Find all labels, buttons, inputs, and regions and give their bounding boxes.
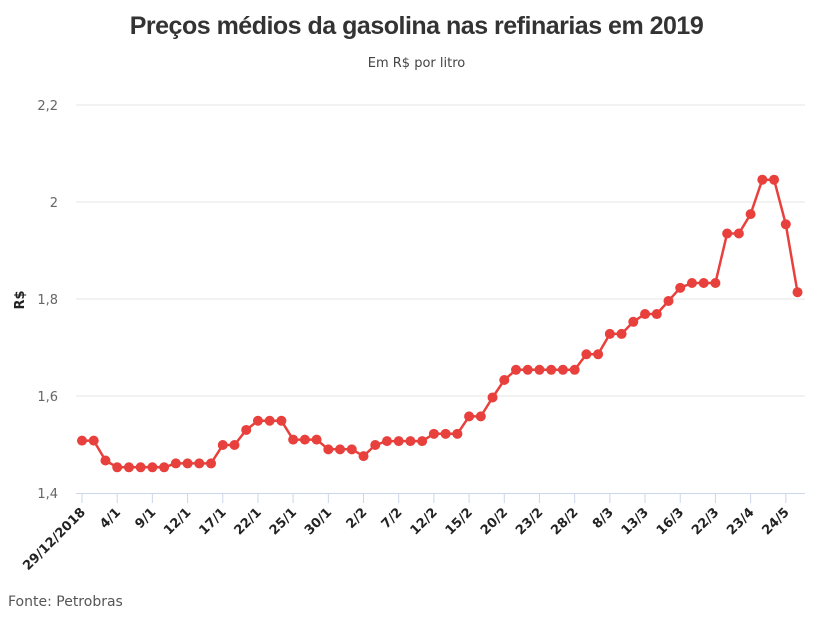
series-line-path: [82, 178, 799, 469]
x-tick-label: 16/3: [654, 505, 687, 538]
data-point[interactable]: [452, 428, 463, 439]
x-tick-label: 29/12/2018: [20, 505, 88, 573]
data-point[interactable]: [557, 364, 568, 375]
data-point[interactable]: [511, 364, 522, 375]
data-point[interactable]: [686, 277, 697, 288]
y-axis-ticks: 1,4 1,6 1,8 2 2,2: [37, 99, 58, 502]
data-point[interactable]: [88, 435, 99, 446]
data-point[interactable]: [604, 328, 615, 339]
x-tick-label: 25/1: [267, 505, 300, 538]
x-tick-label: 22/1: [232, 505, 265, 538]
data-point[interactable]: [499, 374, 510, 385]
data-point[interactable]: [769, 174, 780, 185]
x-tick-label: 17/1: [196, 505, 229, 538]
x-tick-label: 20/2: [478, 505, 511, 538]
data-point[interactable]: [135, 462, 146, 473]
x-tick-label: 15/2: [443, 505, 476, 538]
data-point[interactable]: [147, 462, 158, 473]
data-point[interactable]: [100, 455, 111, 466]
data-point[interactable]: [217, 439, 228, 450]
gridlines: [76, 104, 805, 397]
x-tick-label: 12/1: [161, 505, 194, 538]
data-point[interactable]: [475, 411, 486, 422]
x-tick-label: 22/3: [689, 505, 722, 538]
data-point[interactable]: [628, 316, 639, 327]
data-point[interactable]: [710, 277, 721, 288]
x-tick-label: 7/2: [379, 505, 406, 532]
data-point[interactable]: [323, 444, 334, 455]
x-tick-label: 4/1: [97, 505, 124, 532]
y-tick-label: 1,4: [37, 487, 58, 502]
data-point[interactable]: [311, 434, 322, 445]
data-point[interactable]: [370, 439, 381, 450]
data-point[interactable]: [241, 424, 252, 435]
data-point[interactable]: [77, 435, 87, 446]
x-tick-label: 9/1: [132, 505, 159, 532]
data-point[interactable]: [616, 328, 627, 339]
data-point[interactable]: [194, 458, 205, 469]
source-note: Fonte: Petrobras: [8, 594, 123, 610]
data-point[interactable]: [276, 415, 287, 426]
data-point[interactable]: [346, 444, 357, 455]
data-point[interactable]: [464, 411, 475, 422]
data-point[interactable]: [640, 309, 651, 320]
data-point[interactable]: [299, 434, 310, 445]
x-tick-label: 24/5: [759, 505, 792, 538]
y-tick-label: 2: [50, 196, 58, 211]
y-axis-label: R$: [13, 290, 28, 309]
x-tick-label: 13/3: [619, 505, 652, 538]
data-point[interactable]: [675, 282, 686, 293]
data-point[interactable]: [381, 436, 392, 447]
data-point[interactable]: [440, 428, 451, 439]
data-point[interactable]: [487, 392, 498, 403]
data-point[interactable]: [252, 415, 263, 426]
data-point[interactable]: [757, 174, 768, 185]
series-line: [82, 178, 799, 469]
x-tick-label: 12/2: [408, 505, 441, 538]
data-point[interactable]: [264, 415, 275, 426]
data-point[interactable]: [522, 364, 533, 375]
data-point[interactable]: [159, 462, 170, 473]
y-tick-label: 2,2: [37, 99, 58, 114]
series-points: [77, 174, 803, 473]
data-point[interactable]: [206, 458, 217, 469]
x-tick-label: 2/2: [344, 505, 371, 532]
y-tick-label: 1,6: [37, 390, 58, 405]
data-point[interactable]: [593, 349, 604, 360]
data-point[interactable]: [569, 364, 580, 375]
data-point[interactable]: [123, 462, 134, 473]
x-tick-label: 30/1: [302, 505, 335, 538]
data-point[interactable]: [722, 228, 733, 239]
data-point[interactable]: [393, 436, 404, 447]
data-point[interactable]: [546, 364, 557, 375]
data-point[interactable]: [182, 458, 193, 469]
x-tick-label: 8/3: [590, 505, 617, 532]
y-tick-label: 1,8: [37, 293, 58, 308]
data-point[interactable]: [405, 436, 416, 447]
x-tick-label: 23/2: [513, 505, 546, 538]
data-point[interactable]: [229, 439, 240, 450]
data-point[interactable]: [288, 434, 299, 445]
data-point[interactable]: [745, 209, 756, 220]
data-point[interactable]: [792, 287, 803, 298]
data-point[interactable]: [581, 349, 592, 360]
x-tick-label: 28/2: [548, 505, 581, 538]
data-point[interactable]: [417, 436, 428, 447]
chart-title: Preços médios da gasolina nas refinarias…: [129, 12, 704, 40]
data-point[interactable]: [780, 219, 791, 230]
x-tick-label: 23/4: [724, 505, 757, 538]
data-point[interactable]: [534, 364, 545, 375]
data-point[interactable]: [358, 451, 369, 462]
x-axis: 29/12/2018 4/1 9/1 12/1 17/1 22/1 25/1 30/1 2/2 7…: [20, 493, 805, 574]
chart-subtitle: Em R$ por litro: [367, 56, 466, 71]
data-point[interactable]: [112, 462, 123, 473]
data-point[interactable]: [663, 295, 674, 306]
data-point[interactable]: [651, 309, 662, 320]
data-point[interactable]: [698, 277, 709, 288]
data-point[interactable]: [335, 444, 346, 455]
data-point[interactable]: [733, 228, 744, 239]
data-point[interactable]: [428, 428, 439, 439]
data-point[interactable]: [170, 458, 181, 469]
